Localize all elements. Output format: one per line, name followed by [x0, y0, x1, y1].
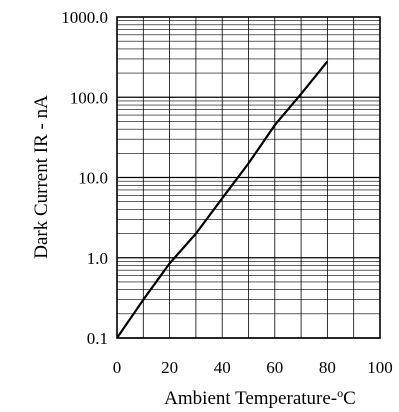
x-tick-label: 20 — [161, 358, 178, 377]
y-axis-label: Dark Current IR - nA — [31, 95, 52, 259]
y-tick-labels: 0.1 1.0 10.0 100.0 1000.0 — [61, 8, 108, 348]
series-layer — [116, 60, 329, 339]
x-axis-unit: C — [343, 388, 356, 409]
y-tick-label: 100.0 — [70, 88, 108, 107]
y-tick-label: 0.1 — [87, 329, 108, 348]
series-line — [116, 60, 329, 339]
x-tick-label: 100 — [367, 358, 393, 377]
x-axis-unit-degree: o — [337, 386, 343, 400]
grid — [116, 17, 381, 339]
y-tick-label: 10.0 — [78, 169, 108, 188]
x-tick-labels: 0 20 40 60 80 100 — [113, 358, 393, 377]
x-axis-label-text: Ambient Temperature- — [164, 388, 337, 409]
x-axis-label: Ambient Temperature-oC — [164, 386, 356, 409]
x-tick-label: 40 — [214, 358, 231, 377]
plot-frame — [116, 16, 381, 339]
y-tick-label: 1.0 — [87, 249, 108, 268]
y-tick-label: 1000.0 — [61, 8, 108, 27]
x-tick-label: 80 — [319, 358, 336, 377]
x-tick-label: 0 — [113, 358, 122, 377]
x-tick-label: 60 — [266, 358, 283, 377]
